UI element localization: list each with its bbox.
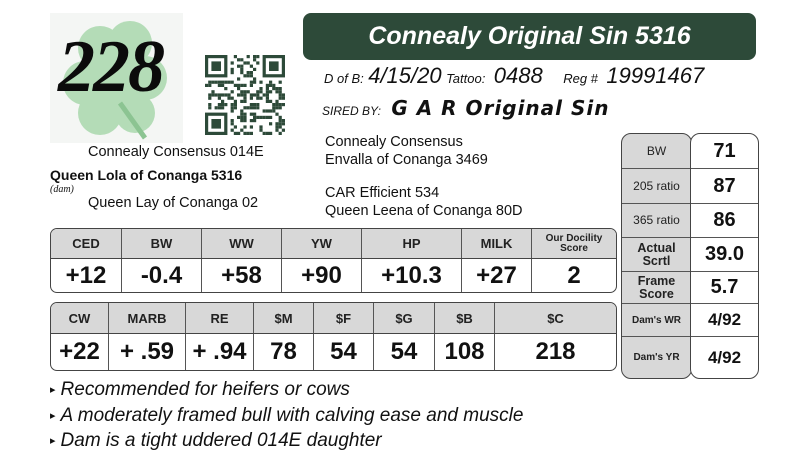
epd-header-cell: $F <box>313 303 373 333</box>
epd-value-cell: 54 <box>373 334 434 370</box>
epd-value-cell: +27 <box>461 259 531 292</box>
epd-table-1: CED BW WW YW HP MILK Our Docility Score +12 -0.4… <box>50 228 617 293</box>
note-text: Recommended for heifers or cows <box>60 379 350 400</box>
epd-value-cell: +22 <box>59 338 100 365</box>
note-text: A moderately framed bull with calving ea… <box>60 405 524 426</box>
performance-label: 365 ratio <box>622 203 691 237</box>
dob-label: D of B: <box>324 71 364 86</box>
dam-sire: Connealy Consensus 014E <box>88 144 264 160</box>
epd-table-2: CW MARB RE $M $F $G $B $C +22 + .59 + .94 78 54 54 108… <box>50 302 617 371</box>
qr-code[interactable] <box>205 55 285 135</box>
performance-value: 86 <box>691 203 758 237</box>
performance-value: 5.7 <box>691 271 758 303</box>
epd-value-cell: -0.4 <box>121 259 201 292</box>
epd-header-cell: $C <box>494 303 616 333</box>
dam-label: (dam) <box>50 184 74 195</box>
epd-header-row: CED BW WW YW HP MILK Our Docility Score <box>51 229 616 259</box>
epd-value-row: +12 -0.4 +58 +90 +10.3 +27 2 <box>51 259 616 292</box>
sire-sire: Connealy Consensus <box>325 134 463 150</box>
performance-label: 205 ratio <box>622 168 691 203</box>
epd-header-cell: CED <box>72 236 100 251</box>
sire-pedigree: Connealy Consensus Envalla of Conanga 34… <box>325 133 523 220</box>
epd-value-cell: +58 <box>201 259 281 292</box>
performance-value: 87 <box>691 168 758 203</box>
epd-header-cell: BW <box>121 229 201 258</box>
epd-header-row: CW MARB RE $M $F $G $B $C <box>51 303 616 334</box>
tattoo-value: 0488 <box>493 63 543 88</box>
note-text: Dam is a tight uddered 014E daughter <box>60 430 382 451</box>
epd-value-cell: 54 <box>313 334 373 370</box>
epd-header-cell: MARB <box>108 303 185 333</box>
tattoo-label: Tattoo: <box>446 71 486 86</box>
epd-header-cell: $G <box>373 303 434 333</box>
sire-dam: Envalla of Conanga 3469 <box>325 152 488 168</box>
performance-label: Dam's YR <box>622 336 691 378</box>
bullet-icon: ▸ <box>50 435 56 447</box>
performance-value: 4/92 <box>691 336 758 378</box>
reg-label: Reg # <box>563 71 598 86</box>
sire-line: SIRED BY: G A R Original Sin <box>322 96 610 120</box>
sire-dam-sire: CAR Efficient 534 <box>325 185 440 201</box>
bullet-icon: ▸ <box>50 410 56 422</box>
epd-header-cell: RE <box>185 303 253 333</box>
performance-value: 4/92 <box>691 303 758 336</box>
epd-header-cell: MILK <box>461 229 531 258</box>
performance-label: Actual Scrtl <box>622 237 691 271</box>
birth-details: D of B: 4/15/20 Tattoo: 0488 Reg # 19991… <box>324 63 704 89</box>
epd-value-cell: 2 <box>531 259 616 292</box>
lot-number: 228 <box>58 26 165 108</box>
epd-value-cell: 108 <box>434 334 494 370</box>
dob-value: 4/15/20 <box>368 63 442 88</box>
epd-header-cell: $B <box>434 303 494 333</box>
performance-value: 71 <box>713 139 736 162</box>
note-item: ▸ Recommended for heifers or cows <box>50 379 350 401</box>
reg-value: 19991467 <box>606 63 705 88</box>
epd-value-cell: +12 <box>65 261 107 289</box>
epd-header-cell: Our Docility Score <box>531 229 616 258</box>
animal-name-title: Connealy Original Sin 5316 <box>303 13 756 60</box>
note-item: ▸ Dam is a tight uddered 014E daughter <box>50 430 382 452</box>
performance-label: BW <box>646 143 667 158</box>
sire-name: G A R Original Sin <box>391 96 610 120</box>
epd-value-cell: 218 <box>494 334 616 370</box>
epd-header-cell: $M <box>253 303 313 333</box>
bullet-icon: ▸ <box>50 384 56 396</box>
dam-dam: Queen Lay of Conanga 02 <box>88 195 259 211</box>
epd-value-cell: + .94 <box>185 334 253 370</box>
epd-value-cell: + .59 <box>108 334 185 370</box>
sire-dam-dam: Queen Leena of Conanga 80D <box>325 203 523 219</box>
performance-label: Dam's WR <box>622 303 691 336</box>
epd-value-cell: +90 <box>281 259 361 292</box>
epd-header-cell: WW <box>201 229 281 258</box>
performance-labels: BW 205 ratio 365 ratio Actual Scrtl Frame Sc… <box>621 133 692 379</box>
dam-name: Queen Lola of Conanga 5316 <box>50 167 243 183</box>
epd-header-cell: CW <box>68 310 91 326</box>
epd-value-cell: +10.3 <box>361 259 461 292</box>
performance-label: Frame Score <box>622 271 691 303</box>
epd-header-cell: YW <box>281 229 361 258</box>
epd-value-cell: 78 <box>253 334 313 370</box>
shamrock-logo <box>50 13 183 143</box>
performance-values: 71 87 86 39.0 5.7 4/92 4/92 <box>690 133 759 379</box>
performance-value: 39.0 <box>691 237 758 271</box>
epd-header-cell: HP <box>361 229 461 258</box>
epd-value-row: +22 + .59 + .94 78 54 54 108 218 <box>51 334 616 370</box>
sire-label: SIRED BY: <box>322 104 381 118</box>
note-item: ▸ A moderately framed bull with calving e… <box>50 405 523 427</box>
